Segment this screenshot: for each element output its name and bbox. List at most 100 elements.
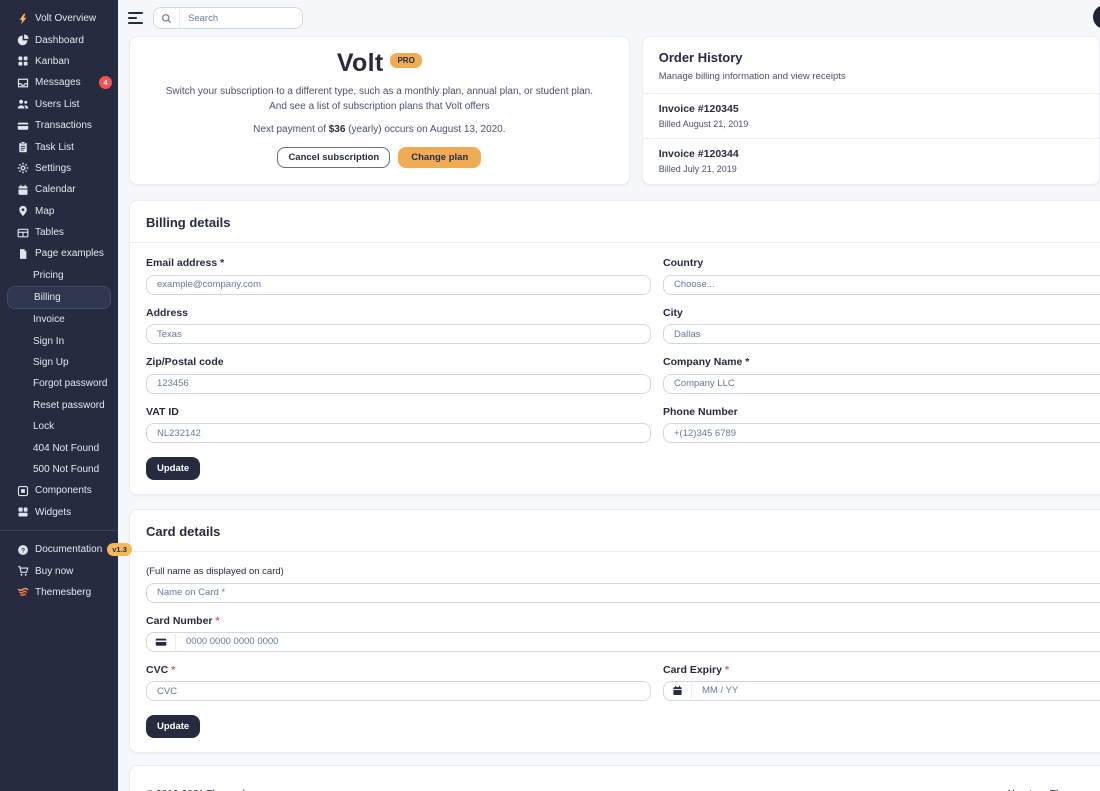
sidebar-item-500-not-found[interactable]: 500 Not Found — [0, 459, 118, 480]
sidebar-item-documentation[interactable]: ? Documentation v1.3 — [0, 539, 132, 560]
divider — [130, 242, 1100, 243]
sidebar-item-billing[interactable]: Billing — [7, 286, 111, 310]
cvc-input[interactable] — [146, 681, 651, 701]
divider — [130, 551, 1100, 552]
sidebar-item-kanban[interactable]: Kanban — [0, 51, 118, 72]
address-input[interactable] — [146, 324, 651, 344]
sidebar-item-buy-now[interactable]: Buy now — [0, 560, 118, 581]
card-update-button[interactable]: Update — [146, 715, 201, 738]
sidebar-item-reset-password[interactable]: Reset password — [0, 395, 118, 416]
vat-id-input[interactable] — [146, 423, 651, 443]
card-expiry-input[interactable] — [692, 680, 1100, 701]
subscription-card: Volt PRO Switch your subscription to a d… — [129, 36, 630, 185]
city-label: City — [663, 306, 683, 319]
kanban-icon — [17, 55, 29, 67]
card-number-input[interactable] — [176, 631, 1100, 652]
sidebar-item-forgot-password[interactable]: Forgot password — [0, 373, 118, 394]
next-payment-text: Next payment of $36 (yearly) occurs on A… — [253, 123, 506, 135]
billing-details-title: Billing details — [146, 215, 231, 230]
sidebar-item-label: Billing — [34, 292, 61, 304]
widgets-icon — [17, 506, 29, 518]
sidebar-item-settings[interactable]: Settings — [0, 158, 118, 179]
invoice-billed-date: Billed August 21, 2019 — [658, 119, 749, 129]
name-on-card-input[interactable] — [146, 582, 1100, 603]
sidebar-item-lock[interactable]: Lock — [0, 416, 118, 437]
sidebar-item-calendar[interactable]: Calendar — [0, 179, 118, 200]
invoice-number: Invoice #120345 — [658, 103, 739, 115]
card-details-card: Card details (Full name as displayed on … — [129, 509, 1100, 753]
sidebar-item-task-list[interactable]: Task List — [0, 136, 118, 157]
users-icon — [17, 98, 29, 110]
sidebar-item-volt-overview[interactable]: Volt Overview — [0, 8, 118, 29]
address-label: Address — [146, 306, 189, 319]
themesberg-logo-icon — [17, 586, 29, 598]
email-input[interactable] — [146, 274, 651, 295]
footer-link-themes[interactable]: Themes — [1050, 789, 1086, 791]
sidebar-item-dashboard[interactable]: Dashboard — [0, 29, 118, 50]
gear-icon — [17, 162, 29, 174]
invoice-number: Invoice #120344 — [658, 148, 739, 160]
components-icon — [17, 485, 29, 497]
sidebar-item-label: Sign Up — [33, 357, 69, 369]
card-number-label: Card Number * — [146, 614, 220, 627]
sidebar-item-map[interactable]: Map — [0, 201, 118, 222]
sidebar-item-label: Pricing — [33, 269, 64, 281]
company-name-label: Company Name * — [663, 356, 750, 368]
map-pin-icon — [17, 205, 29, 217]
sidebar-item-404-not-found[interactable]: 404 Not Found — [0, 437, 118, 458]
required-asterisk: * — [171, 663, 176, 676]
search-input[interactable] — [180, 12, 302, 24]
zip-input[interactable] — [146, 373, 651, 394]
billing-update-button[interactable]: Update — [146, 457, 201, 480]
sidebar-item-widgets[interactable]: Widgets — [0, 502, 118, 523]
sidebar-item-transactions[interactable]: Transactions — [0, 115, 118, 136]
footer-link-about[interactable]: About — [1006, 789, 1032, 791]
search-box — [153, 7, 303, 29]
sidebar-item-page-examples[interactable]: Page examples — [0, 243, 118, 264]
invoice-list-item[interactable]: Invoice #120345 Billed August 21, 2019 — [642, 93, 1099, 138]
phone-number-label: Phone Number — [663, 405, 738, 418]
sidebar-item-sign-up[interactable]: Sign Up — [0, 352, 118, 373]
user-avatar[interactable] — [1093, 5, 1100, 29]
order-history-subtitle: Manage billing information and view rece… — [658, 71, 846, 82]
sidebar-item-messages[interactable]: Messages 4 — [0, 72, 118, 93]
payment-amount: $36 — [328, 123, 346, 135]
city-input[interactable] — [663, 324, 1100, 344]
page-content: Volt PRO Switch your subscription to a d… — [118, 36, 1100, 791]
sidebar-item-label: Sign In — [33, 335, 65, 347]
question-circle-icon: ? — [17, 544, 29, 556]
card-expiry-label: Card Expiry * — [663, 663, 730, 676]
topbar — [118, 0, 1100, 36]
sidebar-item-label: Widgets — [35, 506, 72, 518]
sidebar-item-users-list[interactable]: Users List — [0, 94, 118, 115]
sidebar-item-label: Page examples — [35, 248, 104, 260]
sidebar-item-pricing[interactable]: Pricing — [0, 265, 118, 286]
messages-count-badge: 4 — [99, 76, 112, 90]
sidebar-item-label: Dashboard — [35, 34, 84, 46]
company-name-input[interactable] — [663, 373, 1100, 394]
sidebar-item-label: Documentation — [35, 544, 103, 556]
cvc-label: CVC * — [146, 663, 176, 676]
order-history-title: Order History — [658, 50, 743, 65]
phone-number-input[interactable] — [663, 423, 1100, 443]
sidebar-item-components[interactable]: Components — [0, 480, 118, 501]
email-label: Email address * — [146, 257, 225, 269]
zip-label: Zip/Postal code — [146, 356, 224, 368]
cancel-subscription-button[interactable]: Cancel subscription — [277, 146, 391, 168]
invoice-list-item[interactable]: Invoice #120344 Billed July 21, 2019 — [642, 138, 1099, 183]
country-select[interactable] — [663, 274, 1100, 295]
required-asterisk: * — [215, 614, 220, 627]
pie-chart-icon — [17, 34, 29, 46]
sidebar-divider — [0, 529, 118, 531]
footer: © 2019-2021 Themesberg About Themes — [129, 765, 1100, 791]
sidebar-item-label: Transactions — [35, 120, 92, 132]
sidebar-item-label: 404 Not Found — [33, 442, 100, 454]
table-icon — [17, 227, 29, 239]
hamburger-icon[interactable] — [128, 12, 143, 24]
change-plan-button[interactable]: Change plan — [398, 146, 482, 168]
sidebar-item-invoice[interactable]: Invoice — [0, 309, 118, 330]
sidebar-item-sign-in[interactable]: Sign In — [0, 330, 118, 351]
required-asterisk: * — [724, 663, 730, 676]
sidebar-item-tables[interactable]: Tables — [0, 222, 118, 243]
sidebar-item-themesberg[interactable]: Themesberg — [0, 582, 118, 603]
